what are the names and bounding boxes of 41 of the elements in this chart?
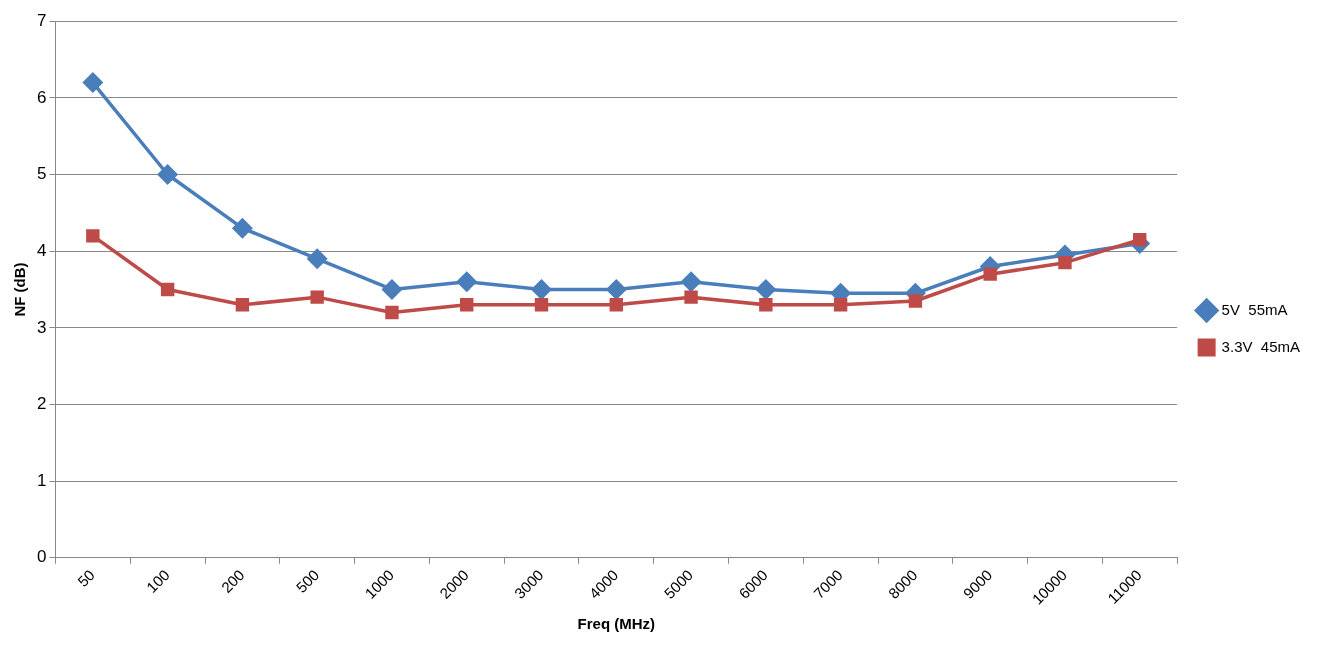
point <box>310 290 324 304</box>
point <box>307 249 327 269</box>
x-tick-label: 100 <box>142 566 173 596</box>
point <box>759 298 773 312</box>
point <box>534 298 549 312</box>
x-tick-label: 50 <box>74 566 98 590</box>
point <box>756 279 776 300</box>
point <box>235 298 250 312</box>
x-axis-title: Freq (MHz) <box>577 615 656 633</box>
point <box>83 72 103 93</box>
point <box>385 305 399 320</box>
y-tick-label: 0 <box>36 547 47 567</box>
point <box>609 298 623 312</box>
legend-label: 3.3V 45mA <box>1221 337 1301 355</box>
point <box>983 267 997 281</box>
point <box>606 279 627 300</box>
point <box>1133 232 1147 247</box>
point <box>460 298 474 312</box>
y-tick-label: 3 <box>36 317 47 337</box>
point <box>908 294 923 308</box>
point <box>833 298 848 312</box>
point <box>382 279 402 300</box>
point <box>684 290 698 304</box>
point <box>157 164 178 185</box>
point <box>531 279 552 300</box>
x-tick-label: 500 <box>292 566 323 596</box>
point <box>681 272 701 292</box>
point <box>232 218 253 238</box>
point <box>1058 255 1072 270</box>
y-tick-label: 5 <box>36 164 47 184</box>
point <box>456 272 477 292</box>
y-tick-label: 1 <box>36 470 47 490</box>
y-tick-label: 6 <box>36 87 47 107</box>
y-tick-label: 4 <box>36 240 47 260</box>
y-tick-label: 7 <box>36 10 47 30</box>
y-axis-title: NF (dB) <box>11 262 29 317</box>
y-tick-label: 2 <box>36 394 47 414</box>
point <box>160 282 175 297</box>
x-tick-label: 200 <box>217 566 248 596</box>
point <box>86 229 100 243</box>
legend-label: 5V 55mA <box>1221 300 1288 318</box>
